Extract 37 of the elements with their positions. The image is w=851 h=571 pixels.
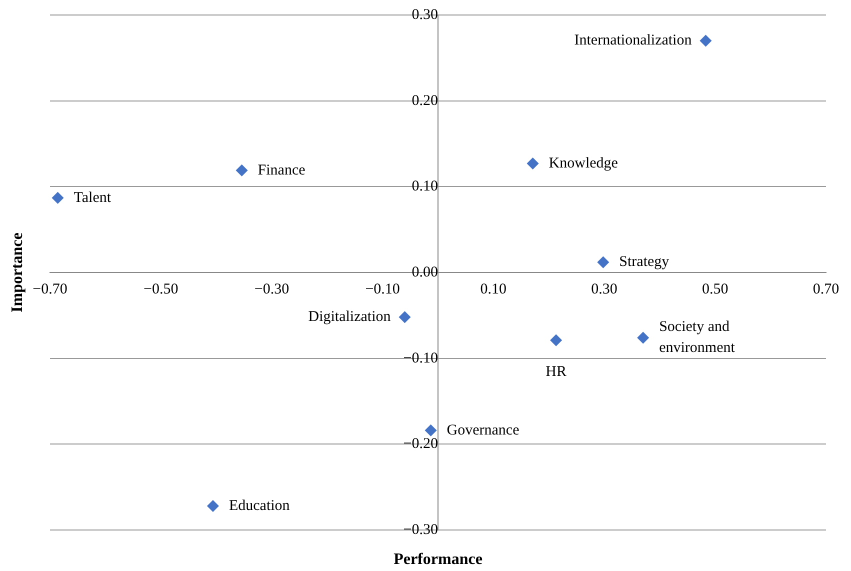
point (398, 311, 411, 324)
y-axis-title: Importance (9, 232, 26, 312)
point (700, 34, 712, 47)
y-tick-label: 0.30 (412, 6, 438, 23)
y-tick-label: 0.10 (412, 178, 438, 195)
x-axis-title: Performance (394, 551, 482, 568)
annotation: Finance (258, 162, 306, 178)
point (550, 334, 562, 346)
x-tick-label: −0.10 (365, 281, 400, 298)
point (52, 192, 64, 204)
annotation: HR (546, 364, 566, 380)
point (637, 332, 650, 344)
x-tick-label: −0.30 (254, 281, 290, 298)
x-tick-label: −0.50 (144, 281, 178, 298)
annotation: Education (228, 498, 290, 514)
annotation: Strategy (619, 254, 670, 270)
point (424, 424, 437, 436)
annotation: Knowledge (548, 155, 618, 172)
point (236, 164, 248, 176)
point (526, 157, 539, 170)
x-tick-label: 0.30 (591, 281, 618, 298)
y-tick-label: −0.30 (403, 522, 438, 538)
y-tick-label: 0.20 (412, 92, 438, 109)
annotation: Internationalization (574, 32, 692, 49)
x-tick-label: 0.50 (702, 281, 728, 298)
x-tick-label: −0.70 (32, 281, 68, 298)
x-tick-label: 0.70 (812, 281, 840, 298)
x-tick-label: 0.10 (480, 281, 507, 298)
annotation: Talent (74, 190, 112, 206)
y-tick-label: −0.20 (403, 436, 438, 452)
y-tick-label: −0.10 (403, 350, 438, 366)
point (206, 500, 219, 512)
y-tick-label: 0.00 (412, 264, 438, 280)
point (597, 256, 610, 268)
annotation: Governance (446, 422, 520, 438)
annotation: Society and environment (659, 319, 736, 356)
annotation: Digitalization (308, 309, 392, 326)
